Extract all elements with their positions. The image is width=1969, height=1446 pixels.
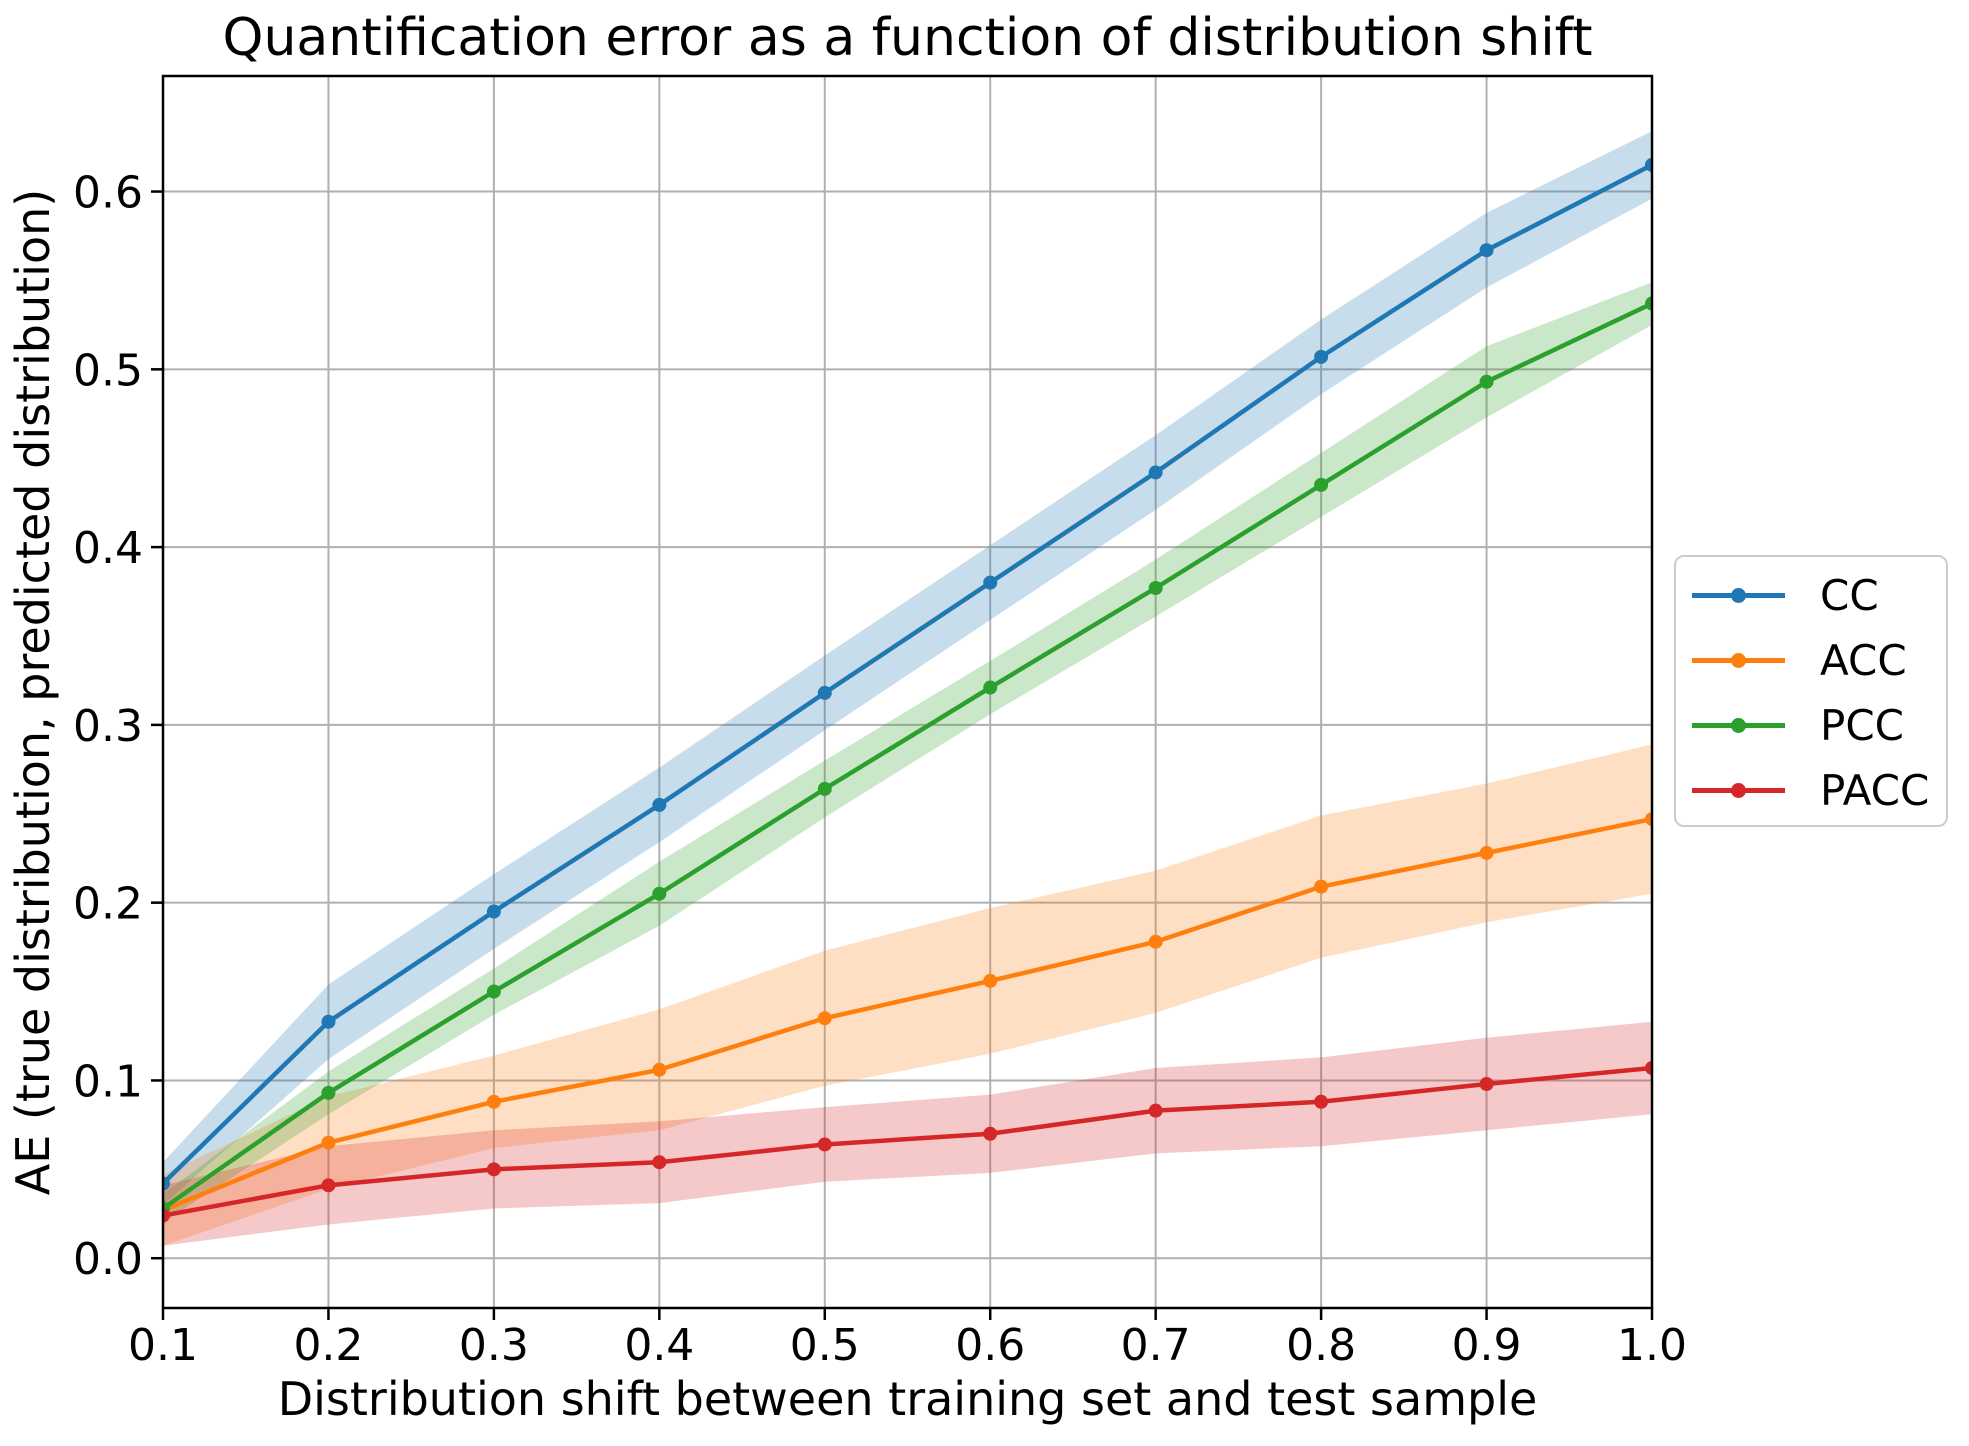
legend-line-sample-CC [1692, 588, 1785, 604]
marker-PACC [486, 1162, 501, 1177]
marker-ACC [486, 1094, 501, 1109]
marker-PCC [321, 1085, 336, 1100]
legend-label: ACC [1820, 635, 1907, 685]
marker-PACC [1314, 1094, 1329, 1109]
y-tick-label: 0.6 [73, 168, 143, 219]
line-CC [163, 162, 1652, 1186]
marker-PCC [983, 680, 998, 695]
marker-PCC [817, 781, 832, 796]
y-axis-label: AE (true distribution, predicted distrib… [6, 188, 60, 1196]
marker-CC [817, 685, 832, 700]
marker-ACC [1148, 934, 1163, 949]
chart-title: Quantification error as a function of di… [222, 8, 1593, 68]
marker-PACC [163, 1208, 170, 1223]
marker-PCC [1645, 296, 1652, 311]
band-PCC [163, 282, 1652, 1223]
y-tick-label: 0.0 [73, 1234, 143, 1285]
marker-PCC [1314, 477, 1329, 492]
tick-marks [151, 190, 1654, 1320]
marker-ACC [1645, 812, 1652, 827]
marker-CC [1148, 465, 1163, 480]
line-PCC [163, 301, 1652, 1211]
legend-label: CC [1820, 570, 1879, 620]
x-tick-label: 1.0 [1617, 1320, 1687, 1371]
y-tick-label: 0.3 [73, 701, 143, 752]
plot-border [161, 74, 1654, 1310]
x-tick-label: 0.5 [790, 1320, 860, 1371]
legend-line-sample-PACC [1692, 783, 1785, 799]
x-tick-label: 0.9 [1452, 1320, 1522, 1371]
marker-ACC [983, 973, 998, 988]
marker-ACC [652, 1062, 667, 1077]
marker-PACC [983, 1126, 998, 1141]
x-tick-label: 0.3 [459, 1320, 529, 1371]
marker-ACC [1479, 845, 1494, 860]
band-ACC [163, 744, 1652, 1246]
legend-entry-ACC: ACC [1676, 628, 1946, 693]
y-tick-label: 0.4 [73, 523, 143, 574]
legend: CC ACC PCC PACC [1674, 555, 1948, 827]
marker-CC [486, 904, 501, 919]
legend-entry-PCC: PCC [1676, 693, 1946, 758]
y-tick-label: 0.1 [73, 1056, 143, 1107]
line-PACC [163, 1065, 1652, 1218]
marker-CC [163, 1176, 170, 1191]
marker-PCC [486, 984, 501, 999]
marker-CC [1645, 157, 1652, 172]
legend-label: PACC [1820, 765, 1930, 815]
band-CC [163, 131, 1652, 1205]
marker-PACC [1148, 1103, 1163, 1118]
marker-CC [321, 1014, 336, 1029]
band-PACC [163, 1021, 1652, 1246]
legend-entry-PACC: PACC [1676, 758, 1946, 823]
marker-CC [1314, 349, 1329, 364]
legend-label: PCC [1820, 700, 1904, 750]
marker-PACC [1479, 1077, 1494, 1091]
y-tick-label: 0.2 [73, 879, 143, 930]
x-axis-label: Distribution shift between training set … [277, 1372, 1538, 1426]
confidence-bands [163, 131, 1652, 1246]
x-tick-label: 0.4 [624, 1320, 694, 1371]
x-tick-label: 0.8 [1286, 1320, 1356, 1371]
marker-CC [1479, 243, 1494, 258]
marker-PACC [652, 1155, 667, 1170]
legend-line-sample-PCC [1692, 718, 1785, 734]
marker-CC [652, 797, 667, 812]
marker-PACC [817, 1137, 832, 1152]
marker-CC [983, 575, 998, 590]
x-tick-label: 0.7 [1121, 1320, 1191, 1371]
marker-PCC [1479, 374, 1494, 389]
y-tick-label: 0.5 [73, 345, 143, 396]
x-tick-label: 0.6 [955, 1320, 1025, 1371]
marker-PCC [1148, 581, 1163, 595]
x-tick-label: 0.2 [293, 1320, 363, 1371]
marker-PCC [652, 886, 667, 901]
marker-ACC [817, 1011, 832, 1026]
x-tick-label: 0.1 [128, 1320, 198, 1371]
marker-ACC [1314, 879, 1329, 894]
marker-ACC [321, 1135, 336, 1150]
marker-PACC [1645, 1061, 1652, 1075]
legend-line-sample-ACC [1692, 653, 1785, 669]
line-ACC [163, 816, 1652, 1213]
marker-PACC [321, 1178, 336, 1193]
legend-entry-CC: CC [1676, 563, 1946, 628]
tick-labels: 0.1 0.2 0.3 0.4 0.5 0.6 0.7 0.8 0.9 1.0 0.0 0.1 0.2 0… [73, 168, 1687, 1371]
series-lines [163, 157, 1652, 1223]
